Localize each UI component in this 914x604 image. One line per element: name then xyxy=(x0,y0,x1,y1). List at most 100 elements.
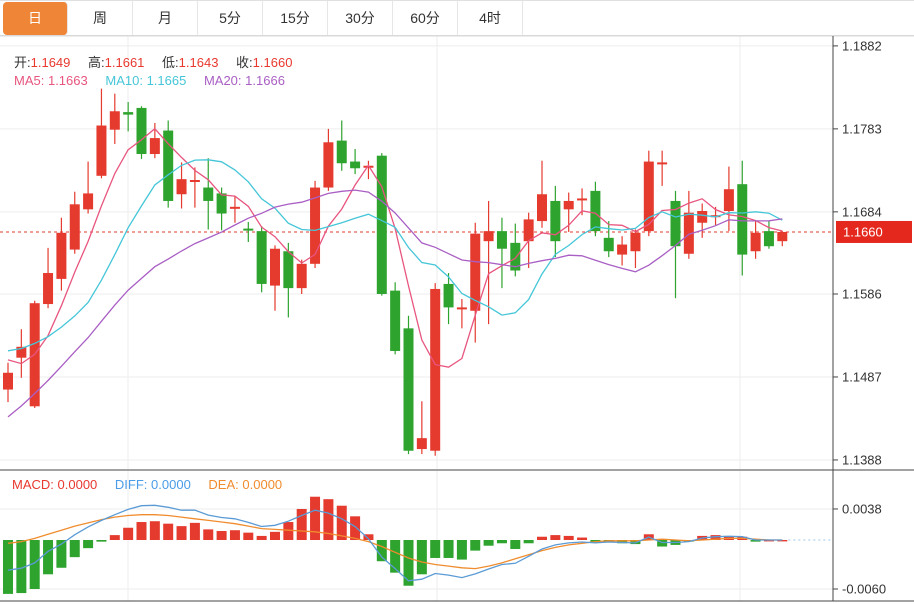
candle-up xyxy=(710,215,721,218)
candle-down xyxy=(737,184,748,255)
dea-label: DEA: xyxy=(208,477,239,492)
ma5-label: MA5: xyxy=(14,73,45,88)
macd-bar-negative xyxy=(29,540,40,589)
candle-up xyxy=(3,372,13,390)
main-chart-area[interactable] xyxy=(0,36,833,469)
candle-down xyxy=(603,237,614,252)
axis-tick-label: 1.1586 xyxy=(842,286,882,301)
macd-bar-negative xyxy=(483,540,494,546)
macd-bar-positive xyxy=(189,522,200,541)
candle-up xyxy=(697,211,708,223)
ma20-line-group xyxy=(7,189,783,418)
candle-up xyxy=(176,179,187,195)
open-value: 1.1649 xyxy=(30,55,71,70)
macd-bar-positive xyxy=(323,499,334,541)
high-label: 高: xyxy=(88,55,105,70)
tab-30min[interactable]: 30分 xyxy=(328,1,393,35)
tab-4hour[interactable]: 4时 xyxy=(458,1,523,35)
low-value: 1.1643 xyxy=(178,55,219,70)
macd-bar-positive xyxy=(176,526,187,541)
candle-up xyxy=(69,204,80,250)
candle-down xyxy=(350,161,361,169)
candle-up xyxy=(483,231,494,242)
macd-bar-positive xyxy=(229,530,240,541)
macd-bar-negative xyxy=(617,540,628,544)
candle-down xyxy=(670,200,681,247)
candle-up xyxy=(416,438,427,450)
tab-day[interactable]: 日 xyxy=(3,2,68,35)
candle-up xyxy=(310,187,321,264)
macd-bar-positive xyxy=(216,531,227,541)
macd-readout: MACD: 0.0000 DIFF: 0.0000 DEA: 0.0000 xyxy=(12,477,296,492)
candle-up xyxy=(456,307,467,310)
ma20-value: 1.1666 xyxy=(245,73,285,88)
candle-up xyxy=(43,273,54,305)
panel-borders xyxy=(0,35,914,602)
axis-tick-label: 1.1388 xyxy=(842,452,882,467)
macd-bar-negative xyxy=(376,540,387,562)
low-label: 低: xyxy=(162,55,179,70)
diff-line xyxy=(7,504,783,582)
macd-bar-positive xyxy=(270,531,280,541)
candle-up xyxy=(683,212,694,254)
macd-bar-positive xyxy=(563,535,574,541)
candle-up xyxy=(630,232,641,252)
diff-value: 0.0000 xyxy=(151,477,191,492)
macd-bar-positive xyxy=(256,535,267,541)
ma10-line xyxy=(7,159,783,352)
macd-bar-positive xyxy=(537,536,547,541)
macd-bar-negative xyxy=(750,540,761,542)
macd-bar-positive xyxy=(163,523,174,541)
ma10-value: 1.1665 xyxy=(146,73,187,88)
price-badge: 1.1660 xyxy=(836,220,912,243)
candle-up xyxy=(323,142,334,188)
candle-down xyxy=(390,290,401,351)
candle-up xyxy=(723,189,734,212)
macd-bar-negative xyxy=(56,540,67,568)
candle-up xyxy=(83,193,94,210)
candle-down xyxy=(763,231,774,247)
ma20-line xyxy=(7,189,783,418)
macd-bar-negative xyxy=(416,540,427,575)
tab-60min[interactable]: 60分 xyxy=(393,1,458,35)
tab-month[interactable]: 月 xyxy=(133,1,198,35)
macd-axis-labels: 0.0038 -0.0060 xyxy=(833,501,886,596)
macd-value: 0.0000 xyxy=(57,477,98,492)
candle-down xyxy=(203,187,214,201)
axis-tick-label: 1.1882 xyxy=(842,38,882,53)
macd-bar-negative xyxy=(456,540,467,560)
candle-up xyxy=(563,200,574,210)
price-axis-labels: 1.1882 1.1783 1.1684 1.1586 1.1487 1.1388 xyxy=(833,38,882,467)
macd-bar-negative xyxy=(630,540,641,545)
candle-down xyxy=(443,283,454,308)
dea-value: 0.0000 xyxy=(242,477,283,492)
macd-bar-positive xyxy=(577,537,588,541)
diff-label: DIFF: xyxy=(114,477,148,492)
tab-5min[interactable]: 5分 xyxy=(198,1,263,35)
macd-bar-negative xyxy=(16,540,27,594)
diff-line-group xyxy=(7,504,783,582)
macd-bar-negative xyxy=(430,540,441,558)
candle-up xyxy=(537,194,547,222)
macd-bar-positive xyxy=(283,522,294,541)
candle-up xyxy=(229,206,240,209)
macd-bar-positive xyxy=(296,508,307,541)
ma5-value: 1.1663 xyxy=(47,73,88,88)
macd-bar-negative xyxy=(390,540,401,573)
macd-bar-positive xyxy=(350,516,361,541)
candle-up xyxy=(96,125,107,176)
candle-up xyxy=(363,165,374,168)
tab-15min[interactable]: 15分 xyxy=(263,1,328,35)
tab-week[interactable]: 周 xyxy=(68,1,133,35)
macd-bar-negative xyxy=(3,540,13,594)
macd-bar-negative xyxy=(496,540,507,544)
axis-tick-label: 1.1783 xyxy=(842,121,882,136)
open-label: 开: xyxy=(14,55,31,70)
price-badge-text: 1.1660 xyxy=(843,224,883,239)
ma-readout: MA5: 1.1663 MA10: 1.1665 MA20: 1.1666 xyxy=(14,73,299,88)
axis-tick-label: 0.0038 xyxy=(842,501,882,516)
candle-down xyxy=(256,231,267,284)
timeframe-tabbar: 日 周 月 5分 15分 30分 60分 4时 xyxy=(0,1,914,36)
macd-bar-negative xyxy=(443,540,454,558)
ma20-label: MA20: xyxy=(203,73,242,88)
